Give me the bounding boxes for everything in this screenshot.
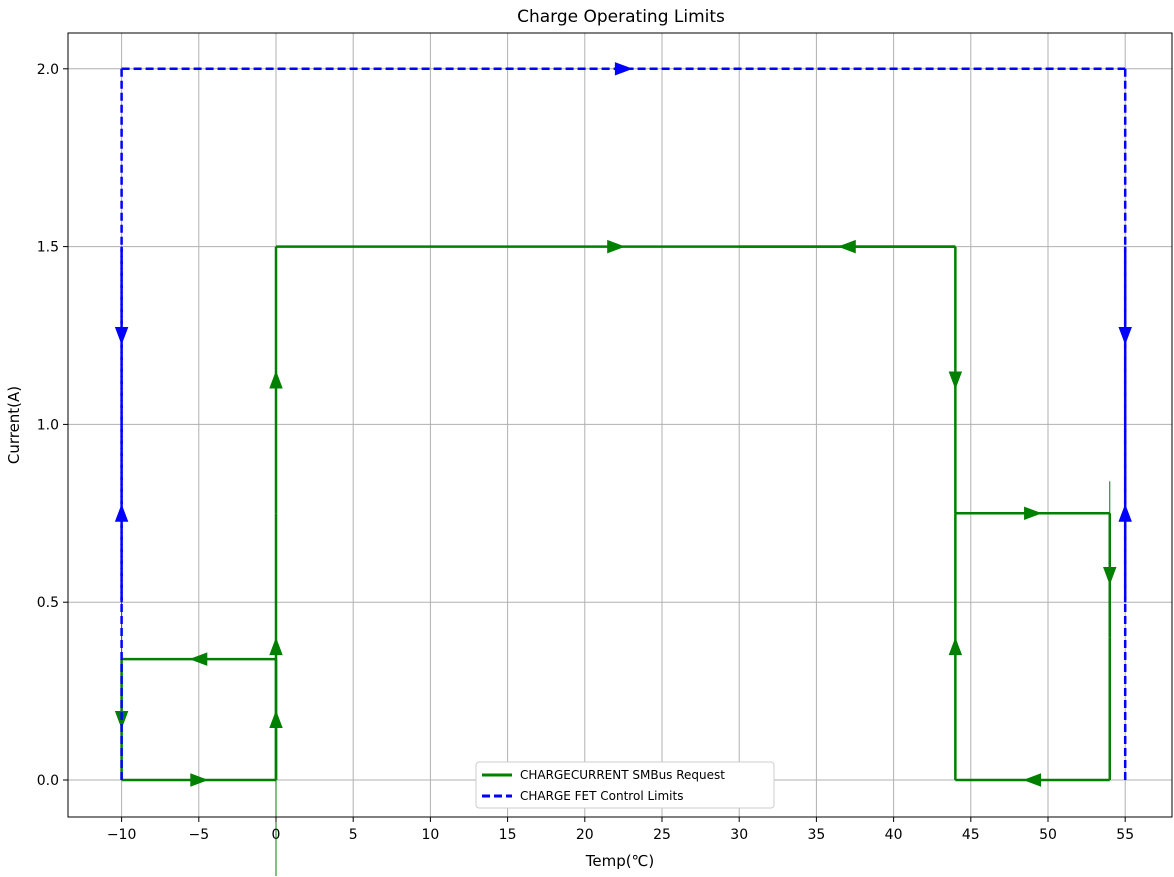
x-tick-label: 40	[885, 827, 903, 843]
plot-frame	[67, 32, 1173, 818]
x-tick-label: 20	[576, 827, 594, 843]
series-layer	[114, 62, 1132, 877]
x-tick-label: 55	[1116, 827, 1134, 843]
legend-label-blue: CHARGE FET Control Limits	[520, 789, 683, 803]
chart-title: Charge Operating Limits	[517, 7, 725, 27]
direction-arrow	[948, 371, 963, 390]
x-tick-label: −10	[107, 827, 137, 843]
direction-arrow	[190, 773, 209, 787]
x-tick-label: 30	[730, 827, 748, 843]
y-axis-label: Current(A)	[5, 386, 23, 464]
y-tick-label: 0.0	[37, 773, 59, 789]
x-axis-label: Temp(℃)	[585, 852, 655, 870]
x-tick-label: 10	[421, 827, 439, 843]
y-tick-label: 2.0	[37, 62, 59, 78]
direction-arrow	[269, 370, 283, 389]
direction-arrow	[269, 710, 283, 729]
x-tick-label: 15	[499, 827, 517, 843]
direction-arrow	[948, 637, 963, 656]
y-tick-label: 1.0	[37, 417, 59, 433]
direction-arrow	[837, 239, 856, 254]
x-tick-label: 35	[807, 827, 825, 843]
legend-box	[475, 761, 775, 809]
legend-label-green: CHARGECURRENT SMBus Request	[520, 768, 725, 782]
y-tick-label: 1.5	[37, 240, 59, 256]
x-tick-label: 5	[349, 827, 358, 843]
legend: CHARGECURRENT SMBus Request CHARGE FET C…	[475, 761, 775, 809]
direction-arrow	[1103, 567, 1117, 585]
direction-arrow	[1024, 506, 1042, 521]
ticks: −10 −5 0 5 10 15 20 25 30 35 40 45 50 55 0.0 0.5 1.0 1.5 2…	[37, 62, 1134, 843]
x-tick-label: −5	[188, 827, 209, 843]
direction-arrow	[269, 637, 283, 656]
direction-arrow	[1023, 773, 1042, 787]
direction-arrow	[189, 652, 208, 666]
x-tick-label: 50	[1039, 827, 1057, 843]
direction-arrow	[614, 62, 633, 76]
y-tick-label: 0.5	[37, 595, 59, 611]
x-tick-label: 0	[272, 827, 281, 843]
x-tick-label: 45	[962, 827, 980, 843]
direction-arrow	[1118, 503, 1132, 522]
x-tick-label: 25	[653, 827, 671, 843]
direction-arrow	[607, 239, 626, 254]
direction-arrow	[114, 327, 129, 345]
series-charge-fet	[114, 62, 1132, 780]
